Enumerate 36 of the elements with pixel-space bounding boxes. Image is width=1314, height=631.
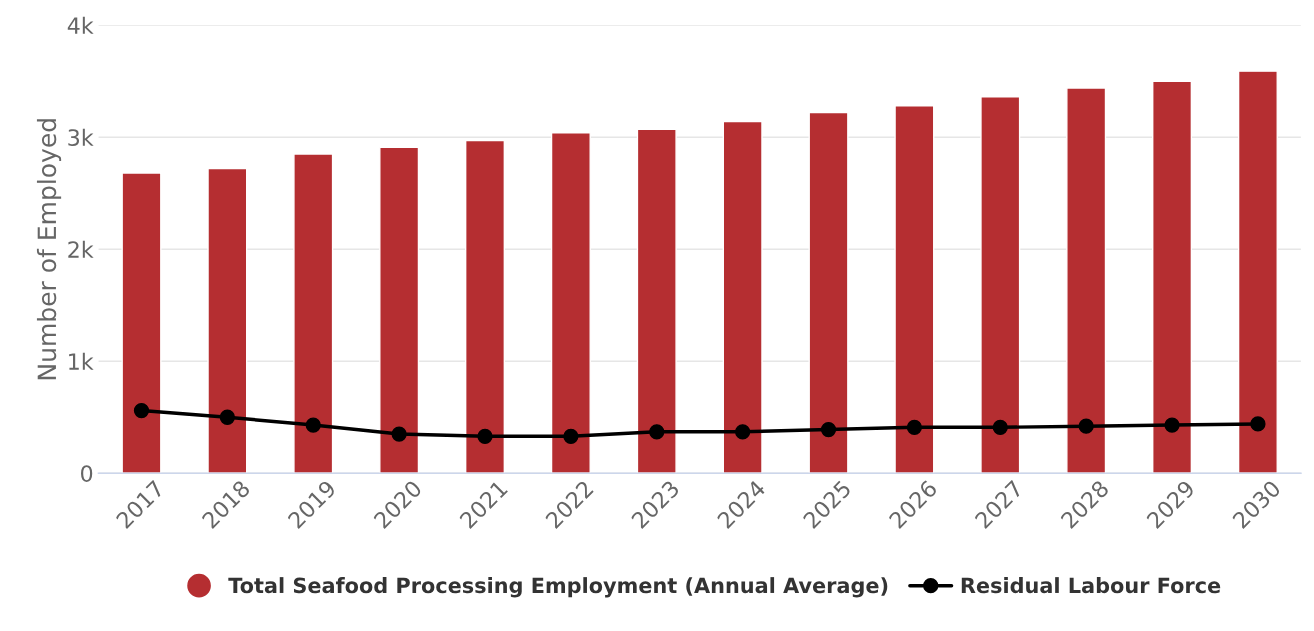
y-tick-label: 0	[81, 465, 93, 483]
point	[219, 409, 236, 425]
bar	[1152, 80, 1193, 474]
y-tick-label: 4k	[67, 16, 94, 34]
bar	[550, 132, 591, 474]
point	[305, 417, 321, 433]
bar	[980, 96, 1021, 474]
point	[563, 428, 579, 444]
point	[1164, 417, 1180, 433]
bar	[1066, 87, 1107, 474]
point	[992, 419, 1008, 435]
point	[477, 428, 493, 444]
bar	[722, 120, 763, 474]
y-tick-label: 1k	[69, 352, 94, 370]
bar	[808, 111, 849, 474]
y-tick-label: 3k	[68, 128, 94, 146]
point	[1250, 416, 1266, 432]
bar	[464, 139, 506, 474]
bar	[293, 153, 334, 474]
legend-label: Residual Labour Force	[961, 577, 1221, 594]
point	[391, 426, 407, 442]
bar	[121, 172, 162, 474]
y-axis-title: Number of Employed	[36, 119, 62, 380]
point	[1078, 418, 1094, 434]
point	[906, 419, 923, 435]
point	[735, 424, 751, 440]
y-tick-label: 2k	[68, 240, 94, 258]
bar	[1237, 70, 1278, 474]
bar	[636, 128, 677, 474]
bar	[894, 105, 935, 474]
bar	[379, 146, 420, 474]
point	[133, 402, 150, 419]
point	[820, 421, 837, 438]
point	[649, 424, 665, 440]
legend-label: Total Seafood Processing Employment (Annual Average)	[228, 577, 888, 598]
bar	[207, 167, 248, 474]
